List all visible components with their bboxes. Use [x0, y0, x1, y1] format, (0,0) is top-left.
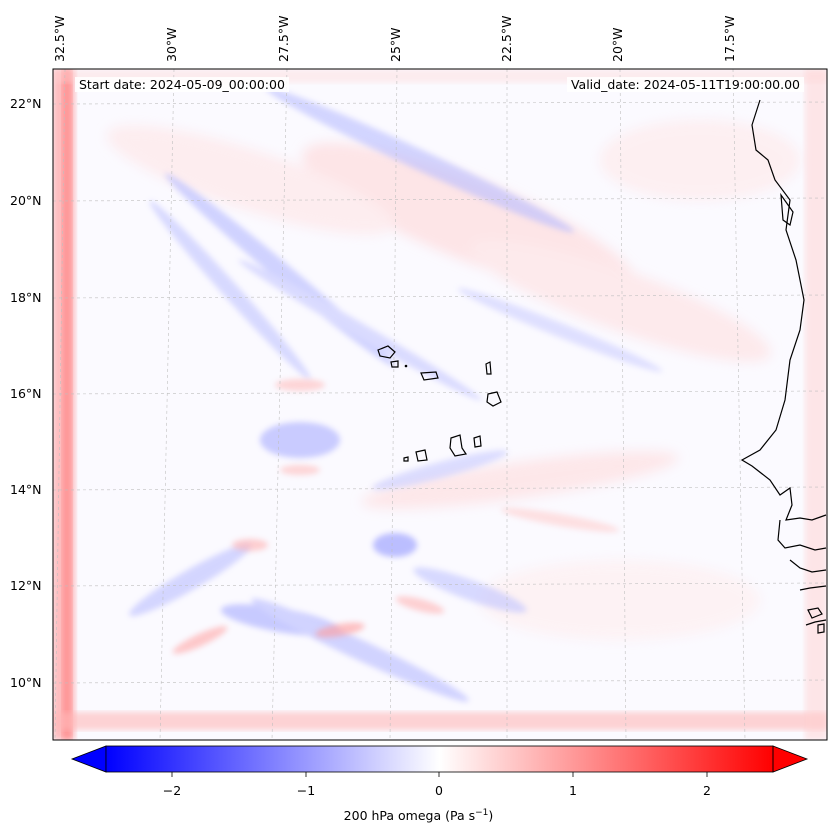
lat-label-22n: 22°N	[10, 96, 42, 111]
lat-label-10n: 10°N	[10, 675, 42, 690]
colorbar	[70, 745, 809, 777]
colorbar-title: 200 hPa omega (Pa s−1)	[343, 808, 494, 824]
colorbar-tick-label: −1	[296, 783, 316, 798]
gridlines	[53, 69, 827, 740]
lon-label-17-5w: 17.5°W	[722, 15, 737, 62]
colorbar-tick-label: 1	[569, 783, 577, 798]
map-frame	[52, 68, 828, 741]
lon-label-20w: 20°W	[610, 27, 625, 62]
coastlines	[377, 99, 827, 634]
valid-date-label: Valid_date: 2024-05-11T19:00:00.00	[566, 77, 804, 92]
colorbar-extend-low	[70, 745, 107, 773]
colorbar-extend-high	[772, 745, 809, 773]
lat-label-20n: 20°N	[10, 193, 42, 208]
lon-label-30w: 30°W	[164, 27, 179, 62]
colorbar-tick-label: 2	[703, 783, 711, 798]
island-dot	[404, 364, 408, 368]
lat-label-14n: 14°N	[10, 482, 42, 497]
colorbar-tick-label: 0	[435, 783, 443, 798]
colorbar-units-exponent: −1	[475, 808, 489, 818]
lon-label-32-5w: 32.5°W	[52, 15, 67, 62]
lat-label-16n: 16°N	[10, 386, 42, 401]
lat-label-12n: 12°N	[10, 578, 42, 593]
start-date-label: Start date: 2024-05-09_00:00:00	[75, 77, 289, 92]
colorbar-tick-label: −2	[162, 783, 182, 798]
lat-label-18n: 18°N	[10, 290, 42, 305]
colorbar-units: Pa s	[450, 808, 476, 824]
lon-label-27-5w: 27.5°W	[276, 15, 291, 62]
lon-label-25w: 25°W	[388, 27, 403, 62]
colorbar-gradient	[106, 746, 773, 772]
lon-label-22-5w: 22.5°W	[499, 15, 514, 62]
colorbar-variable: 200 hPa omega	[343, 808, 442, 824]
omega-field	[53, 69, 827, 740]
